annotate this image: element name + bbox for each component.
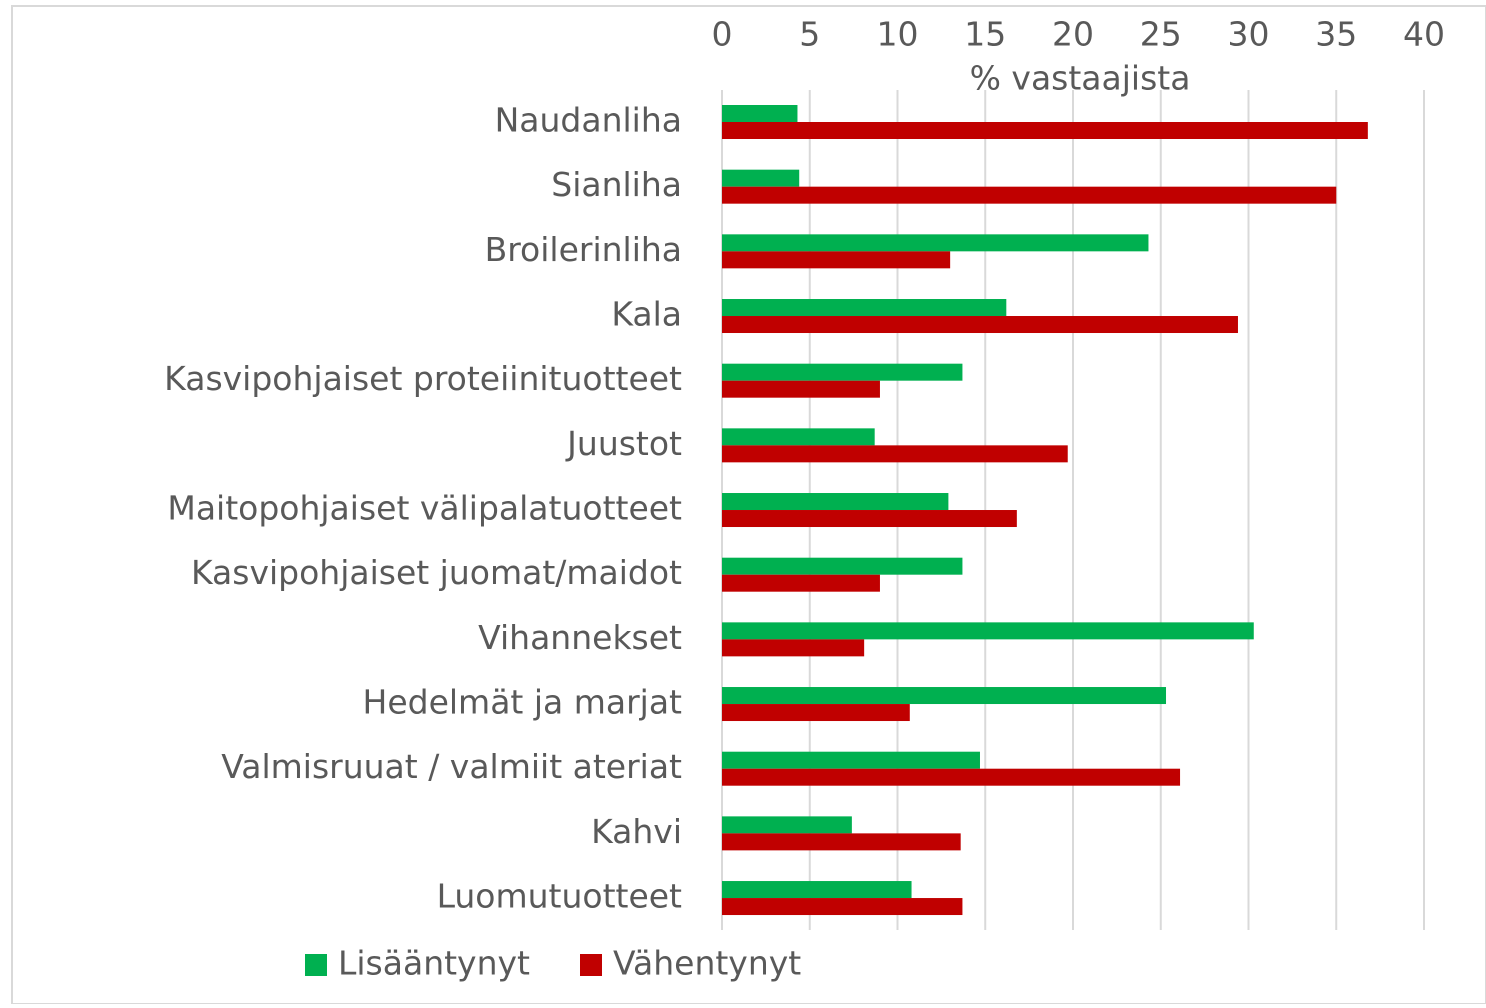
y-tick-label: Hedelmät ja marjat — [363, 683, 683, 722]
x-tick-label: 0 — [712, 15, 733, 54]
x-tick-label: 5 — [799, 15, 820, 54]
bar — [722, 251, 951, 269]
bar — [722, 510, 1017, 528]
bar — [722, 833, 961, 851]
bar — [722, 316, 1238, 334]
bar — [722, 428, 875, 446]
legend-label: Lisääntynyt — [338, 944, 530, 983]
y-tick-label: Maitopohjaiset välipalatuotteet — [167, 489, 682, 528]
x-tick-label: 40 — [1403, 15, 1445, 54]
y-tick-label: Sianliha — [551, 165, 682, 204]
x-tick-label: 25 — [1140, 15, 1182, 54]
x-tick-label: 35 — [1315, 15, 1357, 54]
bar — [722, 380, 880, 398]
bar — [722, 557, 963, 575]
x-tick-label: 20 — [1052, 15, 1094, 54]
bar — [722, 574, 880, 592]
bar — [722, 363, 963, 381]
bar — [722, 639, 865, 657]
x-axis-label: % vastaajista — [970, 59, 1191, 98]
bar — [722, 299, 1007, 317]
bar — [722, 881, 912, 899]
y-tick-label: Kala — [611, 295, 682, 334]
bar — [722, 704, 910, 722]
y-tick-label: Kasvipohjaiset proteiinituotteet — [164, 359, 682, 398]
bar — [722, 751, 980, 769]
bar — [722, 493, 949, 511]
y-tick-label: Juustot — [565, 424, 682, 463]
y-tick-label: Kasvipohjaiset juomat/maidot — [191, 553, 682, 592]
y-tick-label: Valmisruuat / valmiit ateriat — [221, 747, 682, 786]
bar — [722, 898, 963, 916]
legend-label: Vähentynyt — [613, 944, 801, 983]
y-tick-label: Vihannekset — [478, 618, 682, 657]
bar — [722, 768, 1181, 786]
y-tick-label: Naudanliha — [495, 101, 682, 140]
y-tick-label: Kahvi — [591, 812, 682, 851]
bar — [722, 445, 1068, 463]
bar — [722, 169, 800, 187]
bar — [722, 687, 1167, 705]
bar — [722, 186, 1337, 204]
bar — [722, 234, 1149, 252]
x-tick-label: 10 — [877, 15, 919, 54]
bar — [722, 122, 1368, 139]
bar — [722, 105, 798, 122]
legend-swatch — [580, 954, 602, 976]
x-tick-label: 15 — [964, 15, 1006, 54]
legend-swatch — [305, 954, 327, 976]
x-tick-label: 30 — [1228, 15, 1270, 54]
y-tick-label: Luomutuotteet — [437, 877, 682, 916]
bar — [722, 816, 852, 834]
y-tick-label: Broilerinliha — [485, 230, 682, 269]
bar — [722, 622, 1254, 640]
